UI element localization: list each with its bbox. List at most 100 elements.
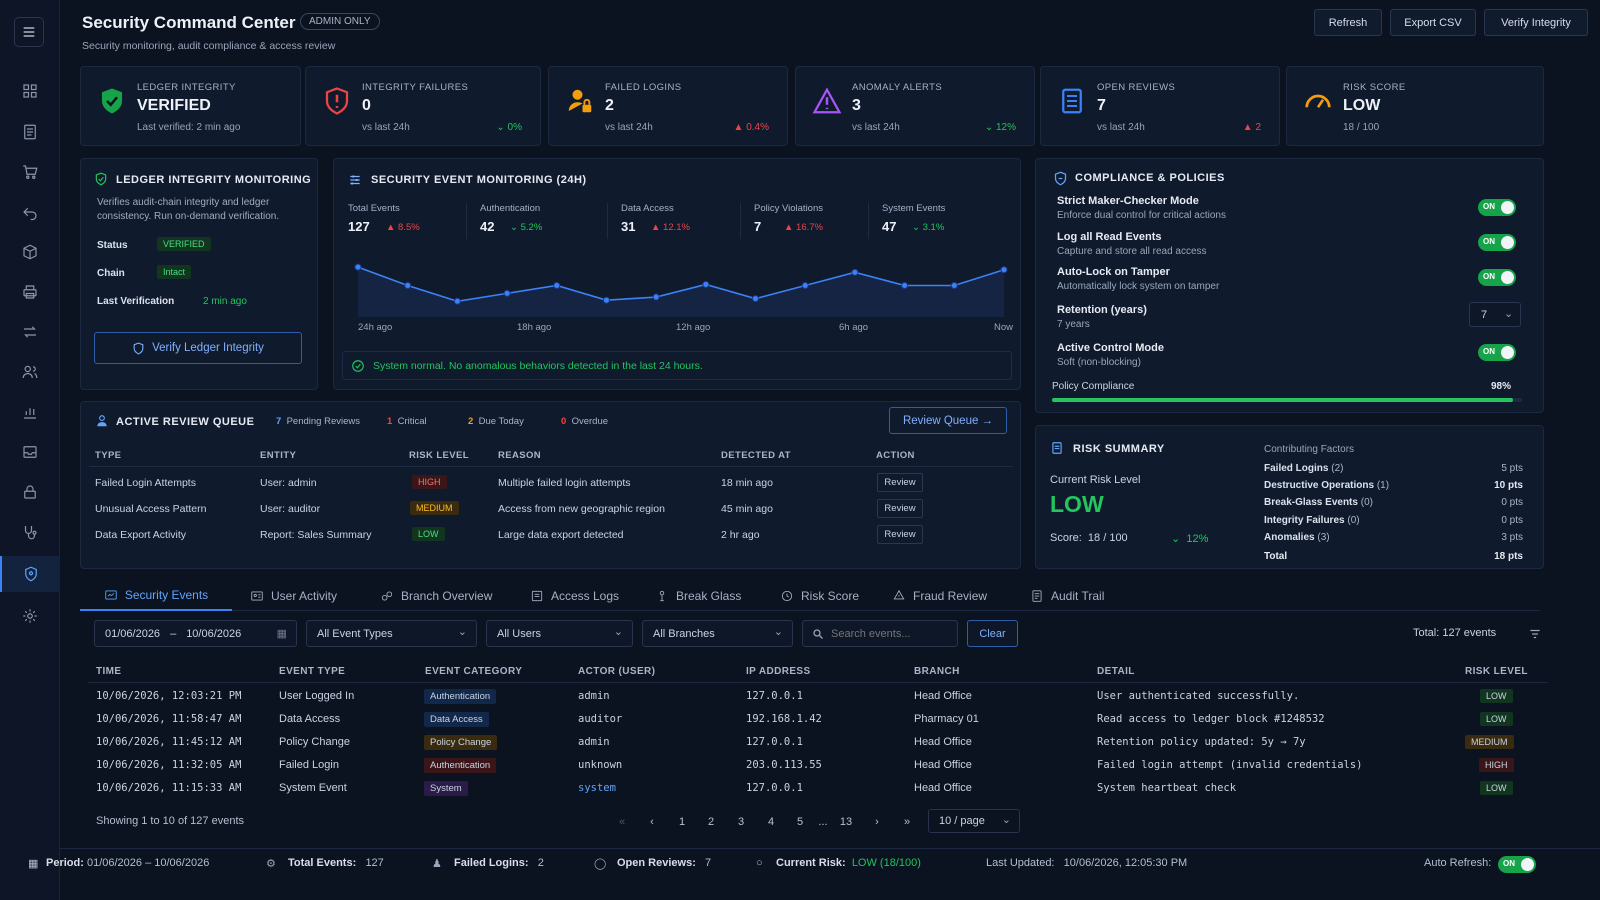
chart-point (602, 296, 610, 304)
sidebar-item-dashboard[interactable] (0, 73, 60, 109)
page-button[interactable]: 13 (839, 816, 853, 828)
active-control-toggle[interactable]: ON (1478, 344, 1516, 361)
tab-access-logs[interactable]: Access Logs (530, 580, 619, 611)
arrow-down-icon: ⌄ (496, 122, 508, 133)
users-select[interactable]: All Users ⌄ (486, 620, 633, 647)
search-box[interactable] (802, 620, 958, 647)
tab-label: Break Glass (676, 588, 742, 603)
review-button[interactable]: Review (877, 499, 923, 518)
verify-integrity-button[interactable]: Verify Integrity (1484, 9, 1588, 36)
auto-lock-toggle[interactable]: ON (1478, 269, 1516, 286)
retention-name: Retention (years) (1057, 304, 1147, 316)
sidebar-item-health[interactable] (0, 514, 60, 550)
review-queue-panel: ACTIVE REVIEW QUEUE 7 Pending Reviews 1 … (80, 401, 1021, 569)
kpi-anomaly-alerts: ANOMALY ALERTS 3 vs last 24h ⌄ 12% (795, 66, 1035, 146)
sidebar-item-inbox[interactable] (0, 434, 60, 470)
tab-branch-overview[interactable]: Branch Overview (380, 580, 492, 611)
review-button[interactable]: Review (877, 473, 923, 492)
next-page-icon[interactable]: › (875, 816, 879, 828)
event-branch: Head Office (914, 759, 972, 771)
branches-select[interactable]: All Branches ⌄ (642, 620, 793, 647)
event-branch: Head Office (914, 736, 972, 748)
status-bar: System normal. No anomalous behaviors de… (342, 351, 1012, 380)
verify-ledger-button[interactable]: Verify Ledger Integrity (94, 332, 302, 364)
export-csv-button[interactable]: Export CSV (1390, 9, 1476, 36)
total-label: Total (1264, 551, 1288, 562)
auto-refresh-toggle[interactable]: ON (1498, 856, 1536, 873)
column-header: RISK LEVEL (1465, 666, 1528, 677)
risk-score-icon (781, 590, 793, 601)
column-header: EVENT CATEGORY (425, 666, 523, 677)
review-button[interactable]: Review (877, 525, 923, 544)
refresh-button[interactable]: Refresh (1314, 9, 1382, 36)
chart-x-label: 24h ago (358, 322, 392, 333)
sidebar-item-security[interactable] (0, 556, 60, 592)
failed-logins-value: 2 (537, 857, 544, 869)
event-category-badge: Data Access (424, 712, 489, 727)
sidebar-item-users[interactable] (0, 354, 60, 390)
search-input[interactable] (831, 627, 946, 640)
users-icon (22, 365, 38, 379)
event-time: 10/06/2026, 11:58:47 AM (96, 713, 242, 725)
per-page-select[interactable]: 10 / page ⌄ (928, 809, 1020, 833)
risk-badge: LOW (1480, 712, 1513, 726)
event-stat-change: ⌄ 3.1% (912, 222, 944, 233)
clipboard-icon (1062, 88, 1082, 114)
tab-label: Access Logs (551, 588, 620, 603)
sidebar-item-inventory[interactable] (0, 234, 60, 270)
event-category-badge: Policy Change (424, 735, 498, 750)
page-button[interactable]: 5 (796, 816, 804, 828)
tab-risk-score[interactable]: Risk Score (780, 580, 859, 611)
sidebar-item-documents[interactable] (0, 114, 60, 150)
chevron-down-icon: ⌄ (1001, 814, 1011, 826)
sidebar-item-settings[interactable] (0, 598, 60, 634)
maker-checker-toggle[interactable]: ON (1478, 199, 1516, 216)
sidebar-item-lock[interactable] (0, 474, 60, 510)
factor-name: Destructive Operations (1264, 480, 1375, 492)
factor-name: Integrity Failures (1264, 514, 1345, 526)
tab-label: Security Events (124, 587, 209, 602)
sidebar-item-reports[interactable] (0, 394, 60, 430)
policy-icon (1054, 171, 1067, 186)
factor-pts: 10 pts (1494, 480, 1523, 492)
users-value: All Users (497, 627, 542, 640)
date-range-picker[interactable]: 01/06/2026 – 10/06/2026 ▦ (94, 620, 297, 647)
prev-page-icon[interactable]: ‹ (650, 816, 654, 828)
review-queue-button[interactable]: Review Queue → (889, 407, 1007, 434)
retention-select[interactable]: 7 ⌄ (1469, 302, 1521, 327)
filter-icon[interactable] (1528, 627, 1542, 641)
event-actor[interactable]: system (578, 782, 616, 794)
event-time: 10/06/2026, 12:03:21 PM (96, 690, 242, 702)
page-button[interactable]: 1 (678, 816, 686, 828)
page-title: Security Command Center (82, 13, 296, 32)
lock-icon (24, 485, 36, 499)
chart-x-label: 12h ago (676, 322, 710, 333)
sidebar-item-returns[interactable] (0, 194, 60, 230)
log-read-events-toggle[interactable]: ON (1478, 234, 1516, 251)
tab-fraud-review[interactable]: Fraud Review (892, 580, 987, 611)
sidebar-item-transfers[interactable] (0, 314, 60, 350)
page-button[interactable]: 2 (707, 816, 715, 828)
chart-point (1000, 266, 1008, 274)
menu-button[interactable] (14, 17, 44, 47)
event-type-select[interactable]: All Event Types ⌄ (306, 620, 477, 647)
kpi-ledger-integrity: LEDGER INTEGRITY VERIFIED Last verified:… (80, 66, 301, 146)
first-page-icon[interactable]: « (618, 816, 626, 828)
event-branch: Head Office (914, 782, 972, 794)
event-actor: admin (578, 690, 610, 702)
clear-button[interactable]: Clear (967, 620, 1018, 647)
page-button[interactable]: 3 (737, 816, 745, 828)
tab-security-events[interactable]: Security Events (80, 580, 232, 611)
total-events-label: Total Events: (288, 857, 357, 869)
page-button[interactable]: 4 (767, 816, 775, 828)
tab-break-glass[interactable]: Break Glass (655, 580, 741, 611)
sidebar-item-print[interactable] (0, 274, 60, 310)
tab-user-activity[interactable]: User Activity (250, 580, 337, 611)
document-icon (1052, 442, 1062, 454)
due-count: 2 (468, 416, 474, 427)
shield-alert-icon (325, 87, 349, 115)
tab-audit-trail[interactable]: Audit Trail (1030, 580, 1104, 611)
last-page-icon[interactable]: » (903, 816, 911, 828)
factor-item: Break-Glass Events (0) (1264, 497, 1373, 508)
sidebar-item-sales[interactable] (0, 154, 60, 190)
